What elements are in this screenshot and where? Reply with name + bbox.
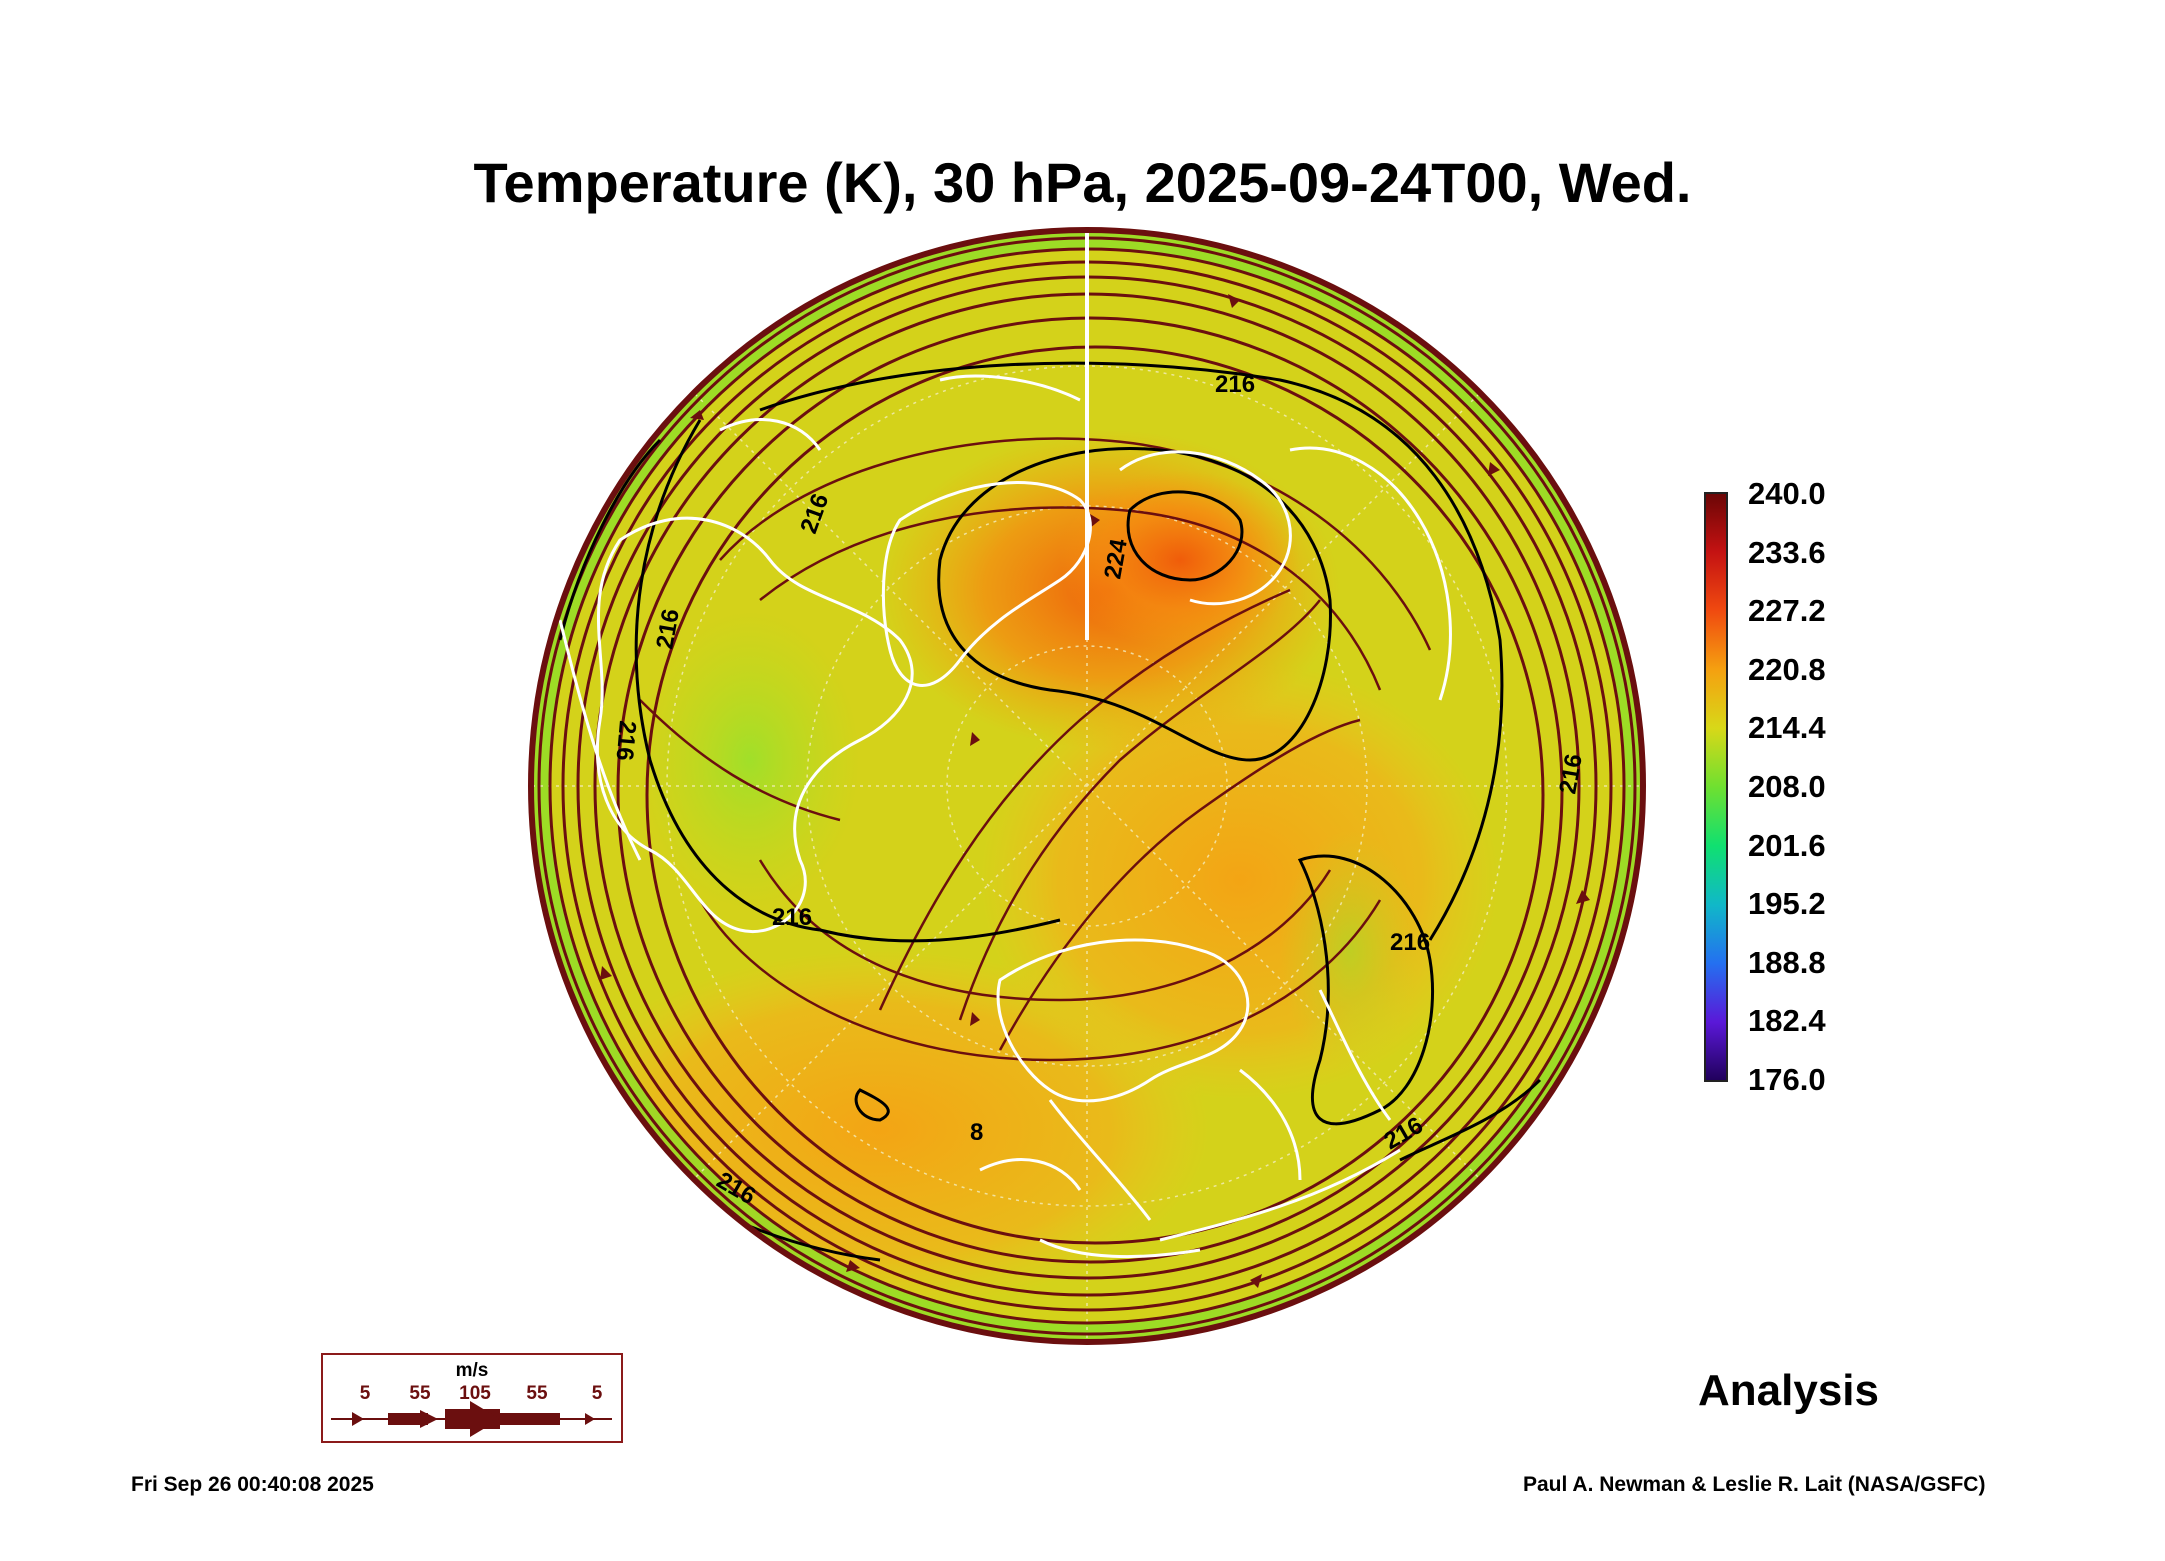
colorbar-tick-label: 227.2 <box>1748 593 1826 629</box>
wind-legend-value: 5 <box>359 1383 371 1404</box>
map-border <box>528 227 1646 1345</box>
colorbar-tick-label: 188.8 <box>1748 944 1826 980</box>
colorbar-tick-label: 182.4 <box>1748 1003 1826 1039</box>
wind-legend-value: 55 <box>526 1383 548 1404</box>
colorbar-tick-label: 176.0 <box>1748 1062 1826 1097</box>
colorbar-tick-label: 201.6 <box>1748 827 1826 863</box>
wind-legend-value: 55 <box>409 1383 431 1404</box>
colorbar-tick-label: 233.6 <box>1748 534 1826 570</box>
colorbar-tick-label: 240.0 <box>1748 476 1826 511</box>
coastlines <box>558 374 1452 1259</box>
colorbar-tick-label: 208.0 <box>1748 769 1826 804</box>
colorbar-tick-label: 195.2 <box>1748 886 1826 922</box>
temperature-field <box>532 231 1642 1341</box>
wind-legend: m/s 5 55 105 55 5 <box>321 1353 623 1443</box>
wind-legend-graphic <box>331 1401 612 1437</box>
wind-legend-unit: m/s <box>455 1360 489 1381</box>
analysis-label: Analysis <box>1698 1366 1879 1415</box>
wind-arrowheads <box>600 294 1590 1288</box>
wind-legend-value: 5 <box>591 1383 603 1404</box>
contour-label: 216 <box>772 904 812 931</box>
contour-label: 216 <box>611 719 641 761</box>
credit: Paul A. Newman & Leslie R. Lait (NASA/GS… <box>1523 1473 1986 1496</box>
contour-label: 216 <box>1215 371 1255 398</box>
page-title: Temperature (K), 30 hPa, 2025-09-24T00, … <box>473 151 1692 214</box>
colorbar-tick-label: 214.4 <box>1748 710 1826 746</box>
wind-legend-value: 105 <box>459 1383 491 1404</box>
contour-label: 8 <box>970 1119 983 1146</box>
timestamp: Fri Sep 26 00:40:08 2025 <box>131 1473 374 1496</box>
colorbar <box>1704 492 1728 1082</box>
colorbar-tick-label: 220.8 <box>1748 651 1826 687</box>
contour-label: 216 <box>1390 929 1430 956</box>
